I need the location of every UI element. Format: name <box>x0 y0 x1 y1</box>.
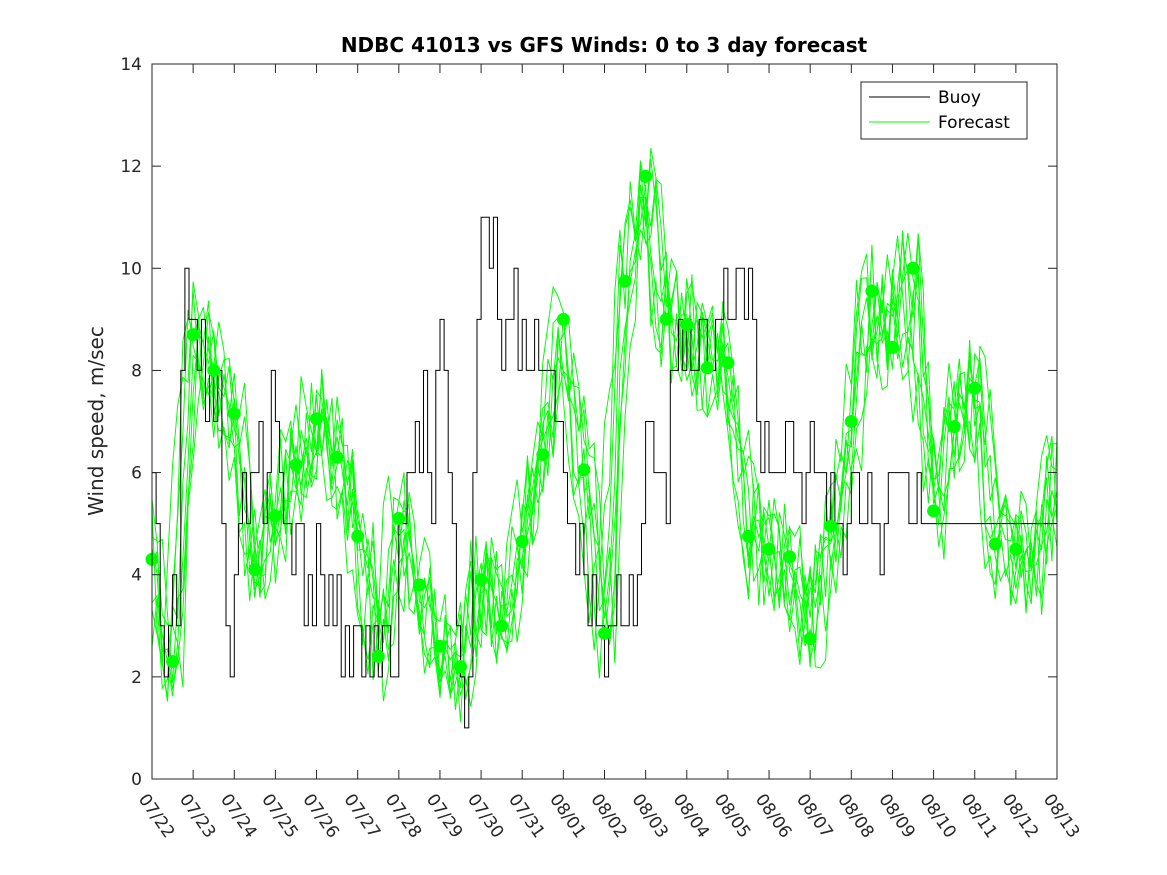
forecast-marker <box>700 361 714 375</box>
legend-buoy-label: Buoy <box>938 88 981 108</box>
forecast-marker <box>680 318 694 331</box>
forecast-marker <box>762 542 776 556</box>
legend-forecast-label: Forecast <box>938 113 1010 133</box>
forecast-marker <box>392 512 406 525</box>
forecast-marker <box>742 529 755 543</box>
y-tick-label: 10 <box>120 259 142 279</box>
forecast-marker <box>639 169 653 183</box>
forecast-marker <box>495 619 509 633</box>
legend: Buoy Forecast <box>860 81 1028 140</box>
y-tick-label: 8 <box>131 361 142 381</box>
y-tick-label: 6 <box>131 464 142 484</box>
forecast-marker <box>289 458 303 472</box>
forecast-marker <box>844 415 858 428</box>
forecast-marker <box>865 284 879 298</box>
forecast-marker <box>577 463 591 477</box>
forecast-line <box>151 196 1058 694</box>
forecast-marker <box>886 340 899 354</box>
forecast-marker <box>598 626 611 640</box>
forecast-marker <box>351 529 365 543</box>
forecast-marker <box>454 660 467 674</box>
forecast-marker <box>721 356 735 370</box>
legend-box <box>860 81 1028 140</box>
y-tick-label: 2 <box>131 668 142 688</box>
forecast-marker <box>330 450 344 464</box>
forecast-marker <box>474 573 488 587</box>
forecast-marker <box>186 328 200 342</box>
forecast-marker <box>618 274 632 288</box>
forecast-marker <box>268 509 282 523</box>
forecast-marker <box>803 632 817 646</box>
forecast-line <box>151 181 1058 690</box>
forecast-marker <box>968 381 982 395</box>
forecast-marker <box>988 537 1002 551</box>
forecast-marker <box>433 639 447 653</box>
forecast-line <box>151 228 1058 710</box>
forecast-marker <box>166 655 180 668</box>
forecast-marker <box>1009 542 1023 556</box>
forecast-marker <box>515 535 529 548</box>
forecast-marker <box>412 578 426 592</box>
forecast-marker <box>947 420 961 434</box>
forecast-line <box>151 159 1058 723</box>
forecast-marker <box>556 312 570 326</box>
forecast-marker <box>536 448 550 462</box>
forecast-marker <box>310 412 323 426</box>
forecast-line <box>151 160 1058 702</box>
forecast-marker <box>783 550 797 564</box>
y-tick-label: 4 <box>131 566 142 586</box>
y-axis-label: Wind speed, m/sec <box>84 326 108 516</box>
forecast-marker <box>227 407 241 421</box>
y-tick-label: 0 <box>131 770 142 790</box>
buoy-line <box>152 216 1057 729</box>
forecast-marker <box>824 519 838 533</box>
y-tick-label: 14 <box>120 55 142 75</box>
forecast-marker <box>248 563 262 577</box>
forecast-marker <box>371 649 385 663</box>
plot-area: 0246810121407/2207/2307/2407/2507/2607/2… <box>120 55 1083 842</box>
chart-title: NDBC 41013 vs GFS Winds: 0 to 3 day fore… <box>341 33 868 57</box>
forecast-marker <box>207 363 221 377</box>
forecast-marker <box>659 312 673 326</box>
forecast-marker <box>927 504 941 518</box>
forecast-marker <box>906 261 920 275</box>
y-tick-label: 12 <box>120 157 142 177</box>
